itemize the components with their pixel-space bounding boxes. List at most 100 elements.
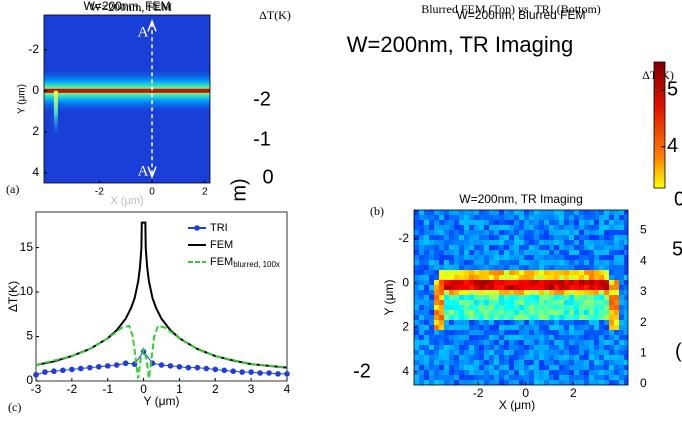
heatmap-cell: [419, 210, 424, 215]
heatmap-cell: [429, 270, 434, 275]
heatmap-cell: [484, 300, 489, 305]
x-tick-label: 0: [149, 187, 155, 198]
data-point: [266, 370, 272, 376]
heatmap-cell: [599, 355, 604, 360]
heatmap-cell: [439, 250, 444, 255]
heatmap-cell: [594, 375, 599, 380]
heatmap-cell: [599, 350, 604, 355]
heatmap-cell: [589, 330, 594, 335]
heatmap-cell: [574, 280, 579, 285]
heatmap-cell: [614, 300, 619, 305]
heatmap-cell: [619, 225, 624, 230]
heatmap-cell: [529, 245, 534, 250]
figure-title: Blurred FEM (Top) vs. TRI (Bottom): [421, 2, 601, 16]
plot-frame: [43, 14, 211, 184]
heatmap-cell: [459, 235, 464, 240]
heatmap-cell: [419, 370, 424, 375]
heatmap-cell: [604, 375, 609, 380]
heatmap-cell: [554, 270, 559, 275]
heatmap-cell: [559, 335, 564, 340]
heatmap-cell: [559, 315, 564, 320]
heatmap-cell: [574, 260, 579, 265]
heatmap-cell: [544, 340, 549, 345]
heatmap-cell: [419, 355, 424, 360]
heatmap-cell: [504, 225, 509, 230]
heatmap-cell: [624, 285, 628, 290]
heatmap-cell: [504, 260, 509, 265]
heatmap-cell: [619, 280, 624, 285]
heatmap-cell: [519, 265, 524, 270]
heatmap-cell: [614, 315, 619, 320]
heatmap-cell: [544, 300, 549, 305]
heatmap-cell: [469, 240, 474, 245]
heatmap-cell: [564, 210, 569, 215]
heatmap-cell: [614, 265, 619, 270]
heatmap-cell: [419, 265, 424, 270]
heatmap-cell: [424, 305, 429, 310]
heatmap-cell: [534, 250, 539, 255]
heatmap-cell: [564, 365, 569, 370]
heatmap-cell: [529, 335, 534, 340]
heatmap-cell: [554, 350, 559, 355]
heatmap-cell: [479, 265, 484, 270]
heatmap-cell: [574, 285, 579, 290]
heatmap-cell: [544, 345, 549, 350]
heatmap-cell: [624, 340, 628, 345]
heatmap-cell: [539, 310, 544, 315]
heatmap-cell: [454, 380, 459, 385]
heatmap-cell: [569, 235, 574, 240]
data-point: [69, 366, 75, 373]
heatmap-cell: [499, 370, 504, 375]
heatmap-cell: [569, 240, 574, 245]
heatmap-cell: [429, 210, 434, 215]
heatmap-cell: [484, 350, 489, 355]
data-point: [42, 369, 48, 375]
heatmap-cell: [414, 290, 419, 295]
heatmap-cell: [414, 345, 419, 350]
heatmap-cell: [424, 355, 429, 360]
heatmap-cell: [524, 335, 529, 340]
heatmap-cell: [429, 225, 434, 230]
heatmap-cell: [429, 250, 434, 255]
heatmap-cell: [544, 305, 549, 310]
heatmap-cell: [444, 330, 449, 335]
heatmap-cell: [444, 370, 449, 375]
heatmap-cell: [519, 285, 524, 290]
heatmap-cell: [464, 275, 469, 280]
heatmap-cell: [509, 345, 514, 350]
heatmap-cell: [604, 280, 609, 285]
heatmap-cell: [569, 265, 574, 270]
heatmap-cell: [609, 235, 614, 240]
heatmap-cell: [494, 275, 499, 280]
heatmap-cell: [414, 245, 419, 250]
legend-marker: [194, 225, 200, 231]
heatmap-cell: [564, 300, 569, 305]
heatmap-cell: [604, 345, 609, 350]
heatmap-cell: [459, 305, 464, 310]
heatmap-cell: [529, 340, 534, 345]
heatmap-cell: [559, 280, 564, 285]
heatmap-cell: [444, 320, 449, 325]
heatmap-cell: [464, 370, 469, 375]
heatmap-cell: [604, 310, 609, 315]
data-point: [104, 363, 111, 369]
heatmap-cell: [479, 225, 484, 230]
heatmap-cell: [559, 210, 564, 215]
colorbar-tick-label: 4: [667, 135, 678, 157]
heatmap-cell: [489, 340, 494, 345]
heatmap-cell: [489, 255, 494, 260]
heatmap-cell: [534, 215, 539, 220]
heatmap-cell: [589, 355, 594, 360]
heatmap-cell: [424, 220, 429, 225]
heatmap-cell: [444, 360, 449, 365]
heatmap-cell: [599, 240, 604, 245]
y-axis-label: ΔT(K): [6, 281, 20, 312]
heatmap-cell: [519, 340, 524, 345]
heatmap-cell: [599, 235, 604, 240]
heatmap-cell: [549, 355, 554, 360]
heatmap-cell: [509, 365, 514, 370]
heatmap-cell: [544, 320, 549, 325]
heatmap-cell: [589, 255, 594, 260]
heatmap-cell: [534, 260, 539, 265]
heatmap-cell: [489, 275, 494, 280]
